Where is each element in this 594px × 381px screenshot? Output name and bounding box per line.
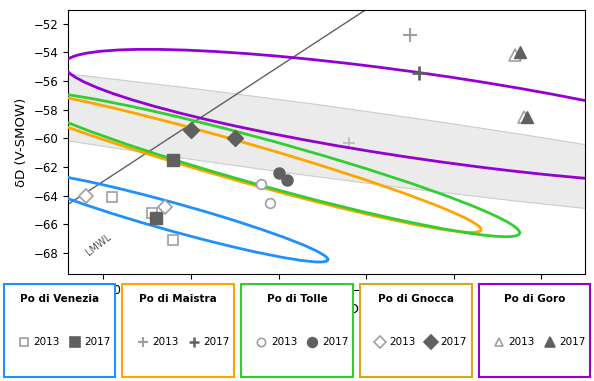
FancyBboxPatch shape [479, 284, 590, 377]
Text: Po di Goro: Po di Goro [504, 294, 565, 304]
Text: 2017: 2017 [322, 337, 348, 347]
FancyBboxPatch shape [4, 284, 115, 377]
X-axis label: δ¹⁸O (V-SMOW): δ¹⁸O (V-SMOW) [277, 303, 377, 315]
Ellipse shape [0, 50, 594, 227]
Text: 2017: 2017 [84, 337, 110, 347]
Text: 2013: 2013 [271, 337, 297, 347]
FancyBboxPatch shape [241, 284, 353, 377]
Y-axis label: δD (V-SMOW): δD (V-SMOW) [15, 97, 28, 187]
Text: 2013: 2013 [390, 337, 416, 347]
Text: 2017: 2017 [203, 337, 229, 347]
FancyBboxPatch shape [360, 284, 472, 377]
FancyBboxPatch shape [122, 284, 234, 377]
Text: 2013: 2013 [33, 337, 59, 347]
Text: 2013: 2013 [508, 337, 535, 347]
Text: Po di Gnocca: Po di Gnocca [378, 294, 454, 304]
Text: Po di Maistra: Po di Maistra [140, 294, 217, 304]
Text: 2013: 2013 [152, 337, 178, 347]
Text: 2017: 2017 [441, 337, 467, 347]
Text: 2017: 2017 [560, 337, 586, 347]
Text: Po di Venezia: Po di Venezia [20, 294, 99, 304]
Text: Po di Tolle: Po di Tolle [267, 294, 327, 304]
Text: LMWL: LMWL [84, 232, 113, 257]
